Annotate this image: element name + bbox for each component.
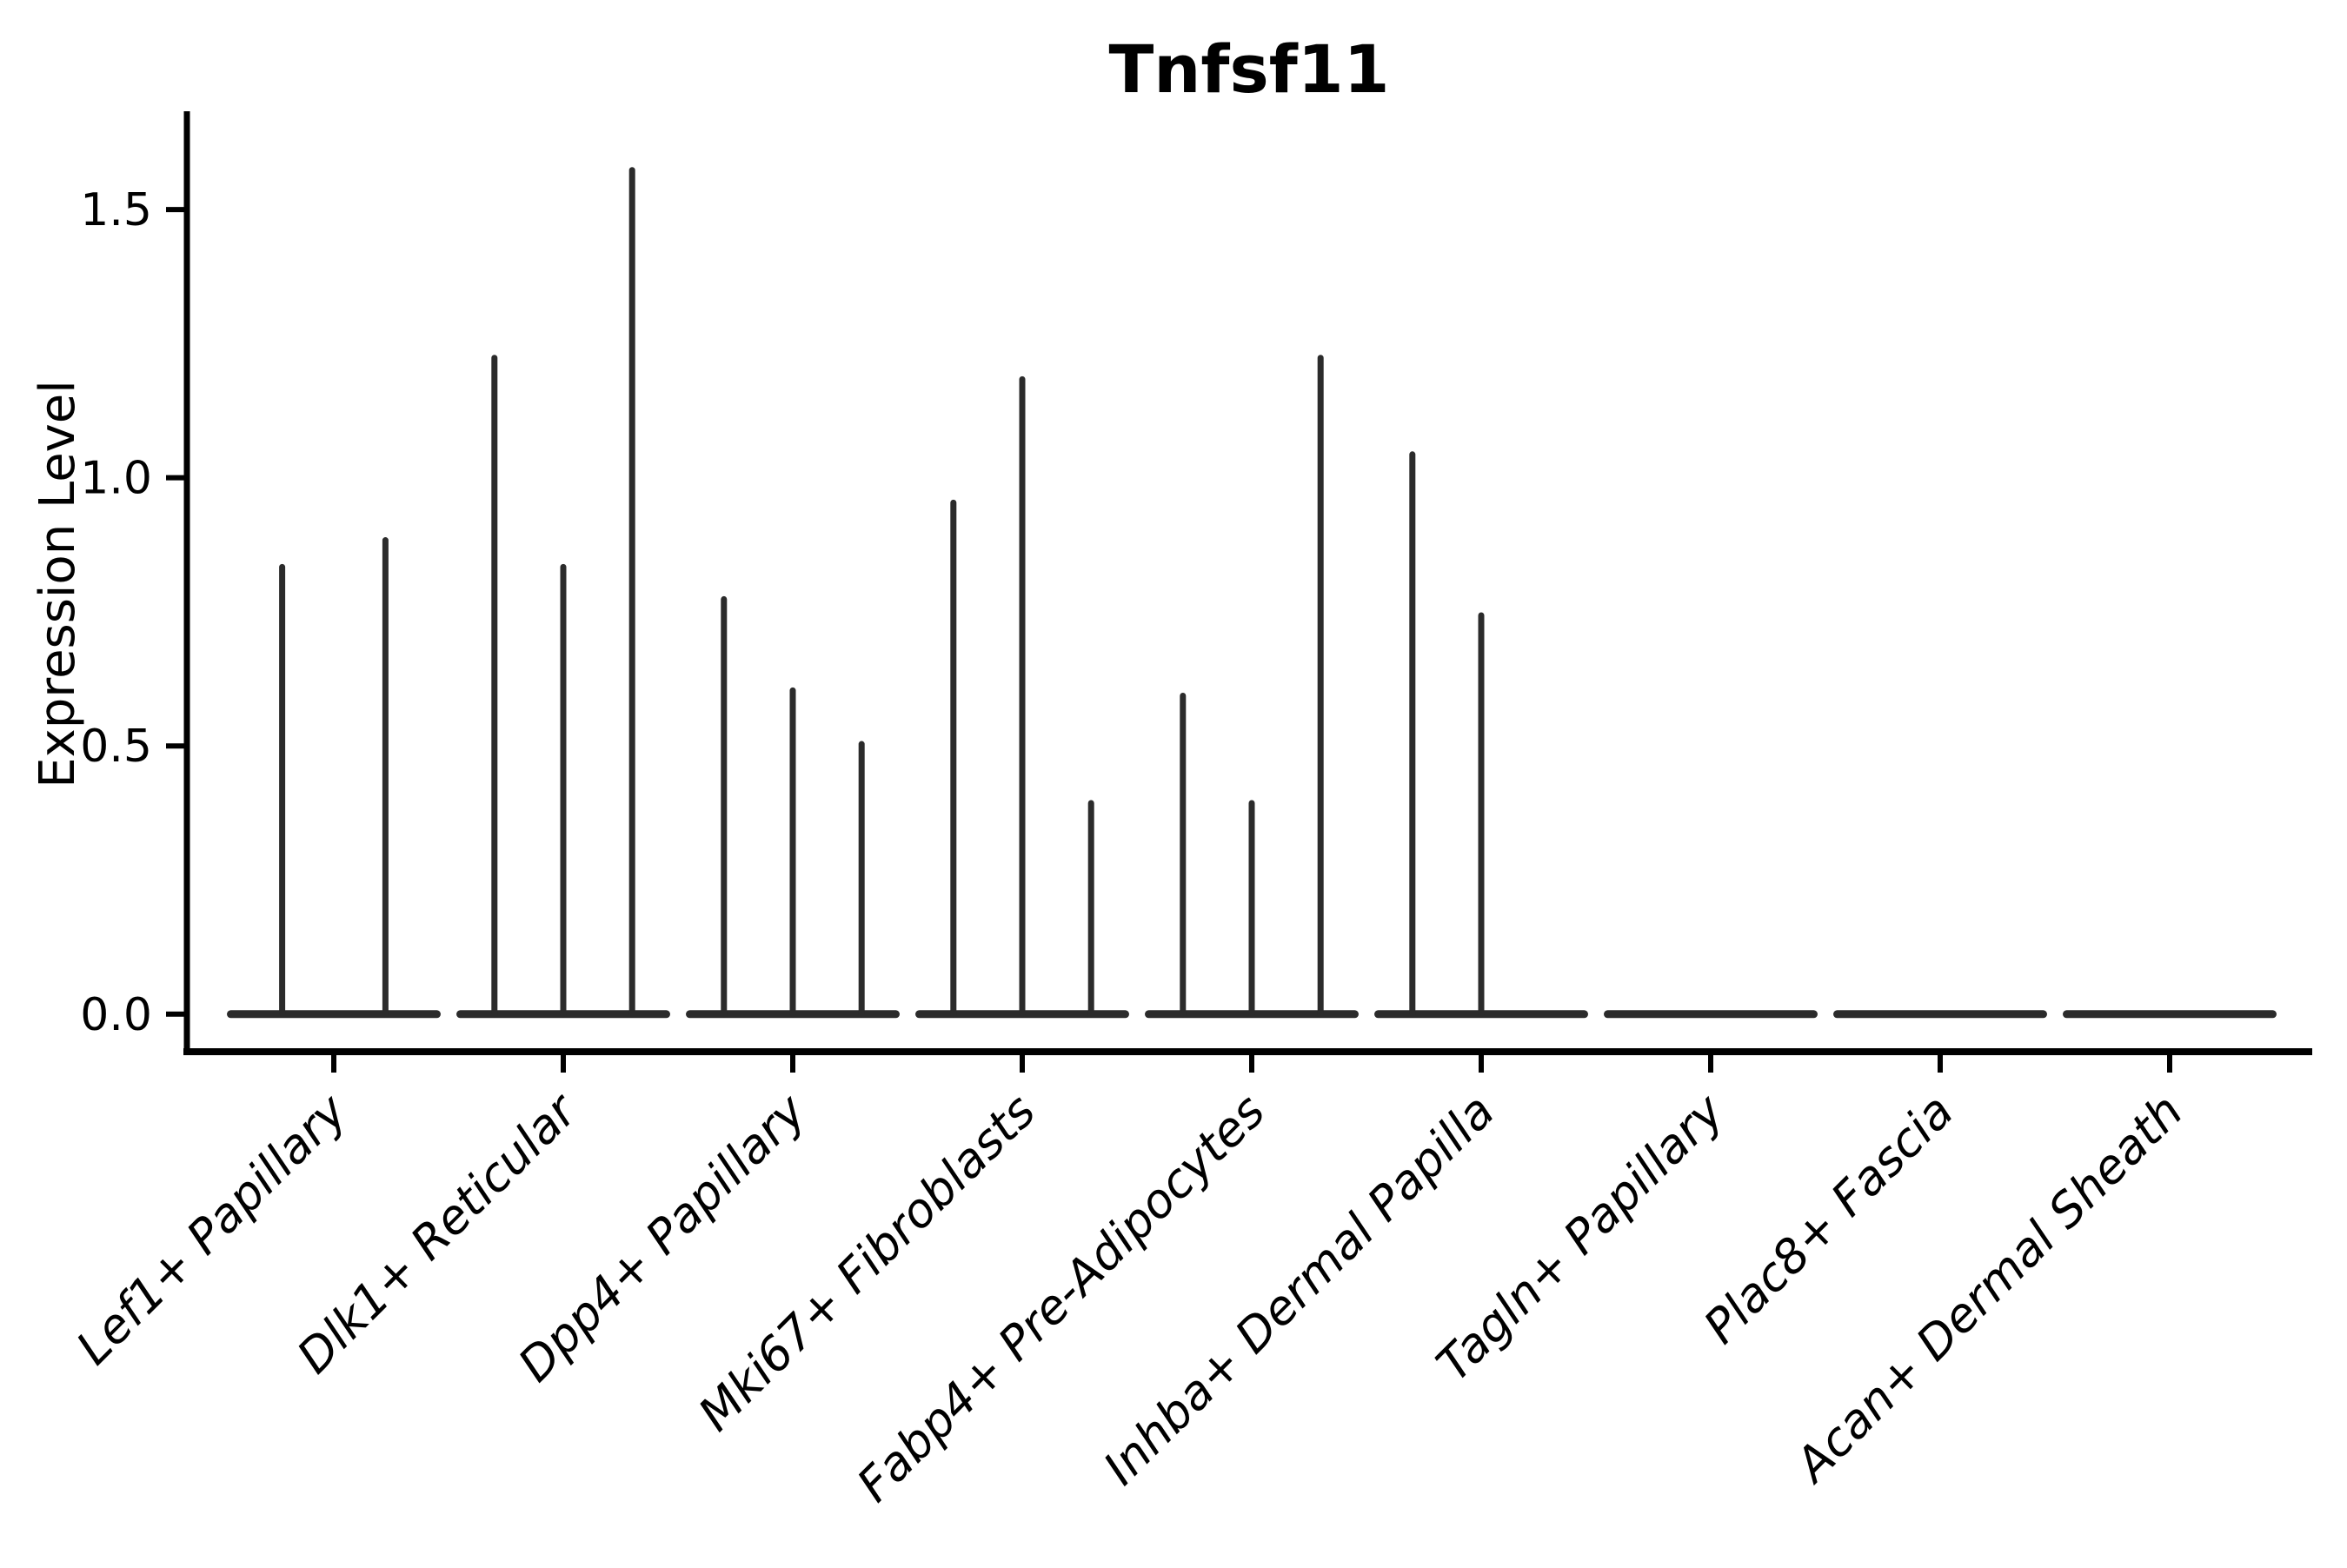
violin [1374,451,1588,1019]
violin [915,375,1129,1019]
y-axis-label: Expression Level [30,380,86,788]
violin [227,537,441,1019]
violin [1145,355,1359,1019]
violin-base [2063,1010,2277,1019]
violin-base [1833,1010,2047,1019]
x-tick-label: Fabp4+ Pre-Adipocytes [847,1084,1275,1512]
violin-base [227,1010,441,1019]
y-tick-label: 1.0 [80,453,152,505]
y-tick-label: 0.0 [80,989,152,1041]
violin [456,167,670,1019]
x-tick-label: Plac8+ Fascia [1693,1084,1964,1354]
violin [686,595,900,1019]
violin [1604,1010,1818,1019]
y-tick-label: 1.5 [80,184,152,236]
y-tick-label: 0.5 [80,721,152,773]
violin [2063,1010,2277,1019]
x-tick-label: Inhba+ Dermal Papilla [1093,1084,1505,1496]
y-ticks: 0.0 0.5 1.0 1.5 [80,184,187,1041]
violins [227,167,2277,1019]
chart-title: Tnfsf11 [1108,30,1389,108]
x-tick-label: Acan+ Dermal Sheath [1783,1084,2193,1494]
violin-base [1604,1010,1818,1019]
violin [1833,1010,2047,1019]
